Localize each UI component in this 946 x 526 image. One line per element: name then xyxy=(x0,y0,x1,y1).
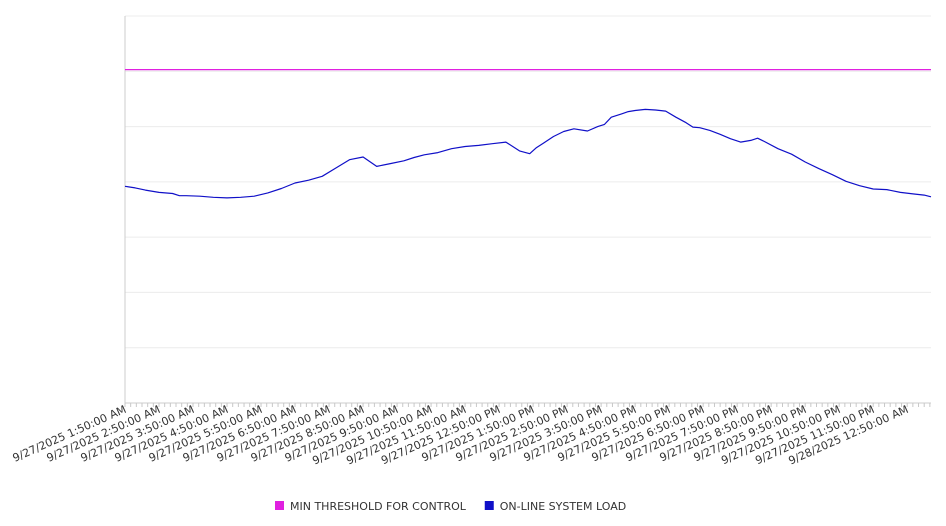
legend: MIN THRESHOLD FOR CONTROL ON-LINE SYSTEM … xyxy=(275,500,626,513)
legend-swatch xyxy=(484,501,494,510)
series-line-1 xyxy=(124,108,932,199)
legend-swatch xyxy=(275,501,284,510)
series-lines xyxy=(124,68,932,199)
x-tick-labels: 9/27/2025 1:50:00 AM9/27/2025 2:50:00 AM… xyxy=(11,403,911,468)
axes xyxy=(124,16,931,407)
legend-label: ON-LINE SYSTEM LOAD xyxy=(500,500,626,513)
legend-label: MIN THRESHOLD FOR CONTROL xyxy=(290,500,467,513)
gridlines xyxy=(125,15,931,349)
